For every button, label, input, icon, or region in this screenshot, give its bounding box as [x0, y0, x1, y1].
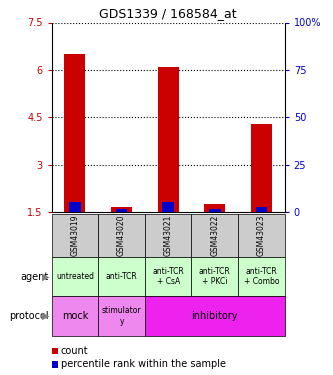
Text: mock: mock [62, 311, 88, 321]
Bar [116, 209, 127, 212]
Bar [69, 202, 81, 212]
Bar [145, 296, 285, 336]
Title: GDS1339 / 168584_at: GDS1339 / 168584_at [99, 7, 237, 20]
Bar [98, 257, 145, 296]
Text: anti-TCR
+ Combo: anti-TCR + Combo [244, 267, 279, 286]
Text: ▶: ▶ [42, 272, 50, 282]
Bar [256, 207, 267, 212]
Bar [111, 207, 132, 212]
Bar [251, 123, 272, 212]
Text: GSM43022: GSM43022 [210, 214, 219, 256]
Text: anti-TCR
+ PKCi: anti-TCR + PKCi [199, 267, 231, 286]
Bar [191, 257, 238, 296]
Bar [191, 214, 238, 257]
Text: GSM43023: GSM43023 [257, 214, 266, 256]
Bar [158, 67, 179, 212]
Text: ▶: ▶ [42, 311, 50, 321]
Text: anti-TCR
+ CsA: anti-TCR + CsA [152, 267, 184, 286]
Bar [238, 214, 285, 257]
Bar [145, 257, 191, 296]
Text: percentile rank within the sample: percentile rank within the sample [61, 359, 226, 369]
Text: GSM43021: GSM43021 [164, 214, 173, 256]
Bar [98, 296, 145, 336]
Bar [162, 202, 174, 212]
Text: anti-TCR: anti-TCR [106, 272, 138, 281]
Text: untreated: untreated [56, 272, 94, 281]
Text: GSM43019: GSM43019 [70, 214, 80, 256]
Text: protocol: protocol [9, 311, 48, 321]
Bar [52, 296, 98, 336]
Text: inhibitory: inhibitory [191, 311, 238, 321]
Bar [52, 214, 98, 257]
Bar [204, 204, 225, 212]
Text: stimulator
y: stimulator y [102, 306, 141, 326]
Bar [64, 54, 85, 212]
Bar [238, 257, 285, 296]
Text: count: count [61, 346, 89, 356]
Text: GSM43020: GSM43020 [117, 214, 126, 256]
Bar [209, 209, 220, 212]
Bar [52, 257, 98, 296]
Text: agent: agent [20, 272, 48, 282]
Bar [145, 214, 191, 257]
Bar [98, 214, 145, 257]
